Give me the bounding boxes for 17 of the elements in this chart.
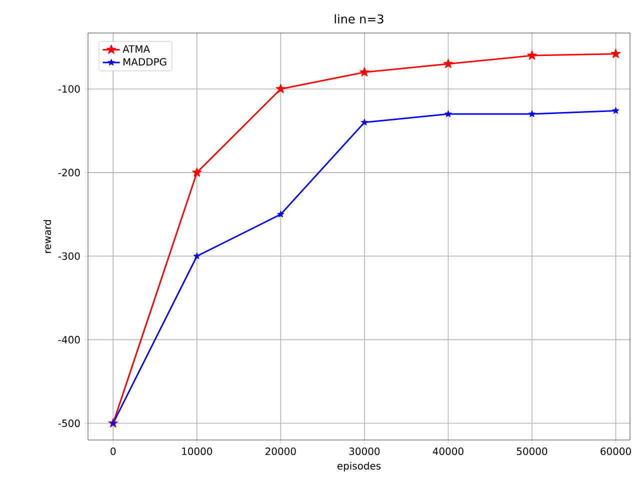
- x-tick-label: 60000: [600, 448, 631, 456]
- x-tick-label: 30000: [349, 448, 380, 456]
- x-tick-label: 50000: [516, 448, 548, 456]
- y-tick-label: -400: [58, 336, 80, 344]
- x-tick-label: 40000: [432, 448, 464, 456]
- y-axis-title: reward: [43, 220, 52, 253]
- x-axis-title: episodes: [337, 462, 381, 472]
- legend-label: ATMA: [122, 45, 150, 53]
- x-tick-label: 10000: [182, 448, 212, 456]
- y-tick-label: -500: [58, 420, 80, 428]
- x-tick-label: 0: [110, 448, 116, 456]
- legend-label: MADDPG: [124, 58, 166, 66]
- chart-title: line n=3: [334, 14, 384, 24]
- y-tick-label: -200: [58, 168, 80, 176]
- y-tick-label: -100: [58, 85, 80, 93]
- y-tick-label: -300: [58, 252, 80, 260]
- x-tick-label: 20000: [266, 448, 296, 456]
